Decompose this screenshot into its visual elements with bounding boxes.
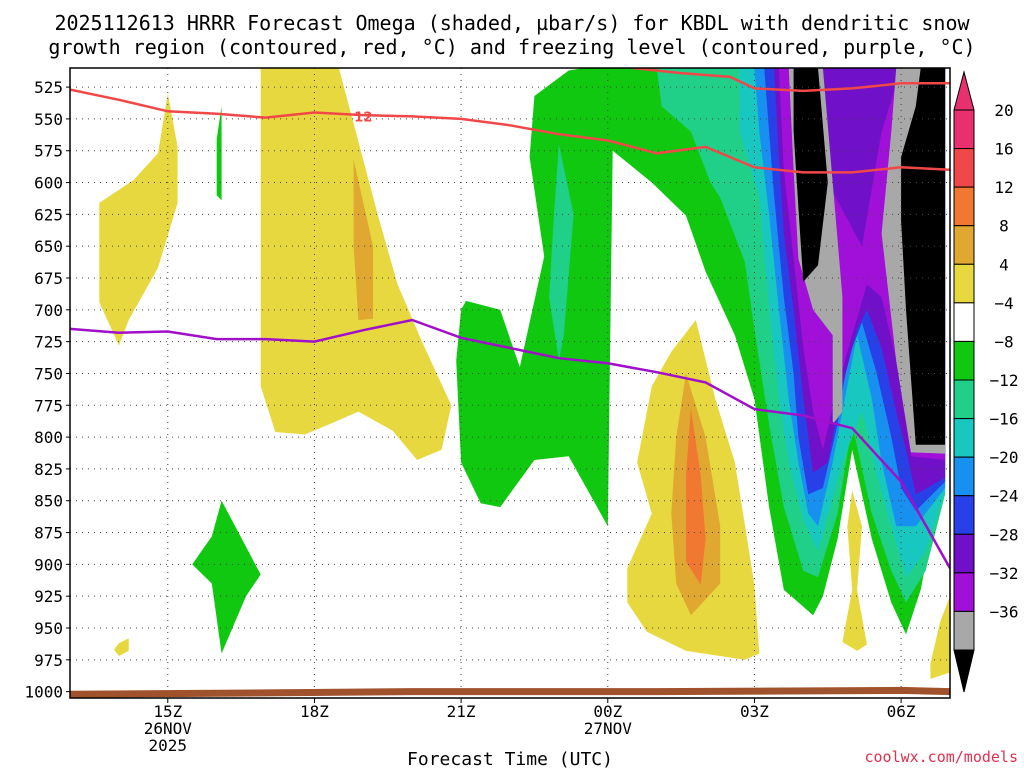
x-tick-label: 03Z	[740, 702, 769, 721]
omega-region-up-weak-0630z	[930, 596, 950, 679]
omega-region-up-weak-west	[99, 93, 178, 346]
x-tick-label: 21Z	[447, 702, 476, 721]
colorbar-swatch	[953, 418, 975, 458]
colorbar-label: 20	[994, 101, 1013, 120]
contour-lines	[70, 68, 950, 698]
colorbar-extend-high	[953, 70, 975, 111]
contour-label: 12	[354, 110, 372, 125]
omega-region-up-mod-18z	[353, 159, 374, 320]
omega-region-down-weak-16z	[216, 106, 222, 201]
x-tick-label: 00Z	[593, 702, 622, 721]
colorbar-label: −16	[990, 410, 1019, 429]
dgz-bottom-contour	[632, 68, 950, 93]
y-tick-label: 700	[34, 301, 63, 320]
y-tick-label: 775	[34, 396, 63, 415]
colorbar-swatch	[953, 109, 975, 150]
colorbar-swatch	[953, 572, 975, 612]
freezing-level-contour	[70, 318, 950, 569]
y-tick-label: 625	[34, 205, 63, 224]
colorbar-label: −28	[990, 525, 1019, 544]
omega-shading	[99, 68, 950, 679]
x-tick-label: 26NOV	[144, 719, 193, 738]
x-tick-label: 2025	[149, 736, 188, 755]
colorbar-swatch	[953, 456, 975, 497]
colorbar-swatch	[953, 533, 975, 574]
colorbar-label: 8	[999, 217, 1009, 236]
colorbar-swatch	[953, 225, 975, 265]
colorbar-label: 12	[994, 178, 1013, 197]
surface-line	[70, 686, 950, 698]
omega-region-down-ext-black-east	[901, 68, 946, 445]
colorbar-swatch	[953, 302, 975, 342]
colorbar-extend-low	[953, 649, 975, 693]
colorbar-label: −20	[990, 448, 1019, 467]
y-tick-label: 825	[34, 460, 63, 479]
y-axis-ticks: 525 550 575 600 625 650 675 700 725 750 775 800 825 8…	[24, 78, 70, 702]
y-tick-label: 600	[34, 174, 63, 193]
dgz-top-contour	[70, 88, 950, 174]
colorbar-label: −24	[990, 487, 1019, 506]
colorbar-label: −32	[990, 564, 1019, 583]
credit-link[interactable]: coolwx.com/models	[864, 748, 1018, 766]
colorbar-label: 4	[999, 255, 1009, 274]
y-tick-label: 900	[34, 555, 63, 574]
x-tick-label: 15Z	[153, 702, 182, 721]
plot-frame	[69, 67, 951, 699]
y-tick-label: 800	[34, 428, 63, 447]
chart-title-line-2: growth region (contoured, red, °C) and f…	[48, 35, 975, 59]
colorbar-swatch	[953, 186, 975, 227]
omega-region-up-strong-01z	[686, 409, 706, 585]
y-tick-label: 975	[34, 651, 63, 670]
omega-colorbar: 20 16 12 8 4 −4 −8 −12 −16 −20 −24 −28 −32 −36	[953, 70, 1019, 693]
colorbar-swatch	[953, 263, 975, 304]
x-tick-label: 06Z	[887, 702, 916, 721]
colorbar-swatch	[953, 148, 975, 188]
omega-region-down-ext-black-0330z	[793, 68, 828, 282]
colorbar-label: 16	[994, 140, 1013, 159]
colorbar-label: −8	[994, 332, 1013, 351]
y-tick-label: 875	[34, 524, 63, 543]
omega-region-down-mod-2230z	[549, 144, 574, 361]
y-tick-label: 1000	[24, 683, 63, 702]
y-tick-label: 675	[34, 269, 63, 288]
chart-title-line-1: 2025112613 HRRR Forecast Omega (shaded, …	[54, 11, 970, 35]
y-tick-label: 650	[34, 237, 63, 256]
x-axis-label: Forecast Time (UTC)	[407, 749, 613, 768]
colorbar-swatch	[953, 495, 975, 535]
y-tick-label: 725	[34, 333, 63, 352]
y-tick-label: 850	[34, 492, 63, 511]
y-tick-label: 575	[34, 142, 63, 161]
y-tick-label: 525	[34, 78, 63, 97]
contour-labels: 12	[354, 110, 372, 125]
y-tick-label: 925	[34, 587, 63, 606]
colorbar-swatch	[953, 610, 975, 651]
y-tick-label: 950	[34, 619, 63, 638]
colorbar-label: −36	[990, 602, 1019, 621]
colorbar-swatch	[953, 379, 975, 420]
omega-region-down-weak-surface-16z	[192, 500, 261, 654]
colorbar-label: −12	[990, 371, 1019, 390]
omega-region-up-weak-surface-west	[114, 638, 129, 656]
omega-region-up-weak-0430z	[842, 490, 867, 651]
x-tick-label: 18Z	[300, 702, 329, 721]
colorbar-swatch	[953, 340, 975, 381]
colorbar-label: −4	[994, 294, 1013, 313]
x-tick-label: 27NOV	[584, 719, 633, 738]
y-tick-label: 550	[34, 110, 63, 129]
y-tick-label: 750	[34, 364, 63, 383]
